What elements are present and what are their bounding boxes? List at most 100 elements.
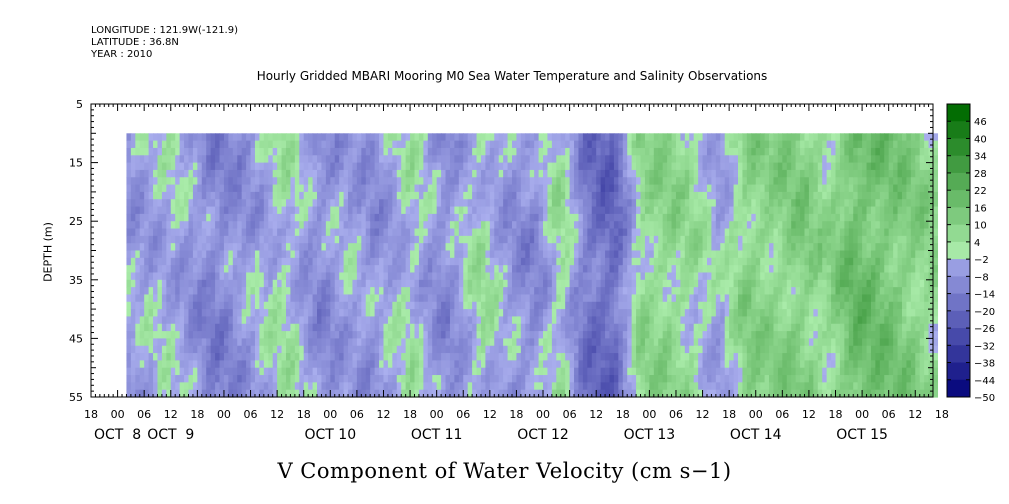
heat-cell <box>387 389 393 398</box>
heat-cell <box>157 389 163 398</box>
heat-cell <box>512 199 518 208</box>
heat-cell <box>206 169 212 178</box>
heat-cell <box>543 184 549 193</box>
heat-cell <box>334 184 340 193</box>
heat-cell <box>636 257 642 266</box>
heat-cell <box>148 162 154 171</box>
heat-cell <box>210 228 216 237</box>
heat-cell <box>693 235 699 244</box>
heat-cell <box>458 272 464 281</box>
heat-cell <box>494 177 500 186</box>
heat-cell <box>259 243 265 252</box>
heat-cell <box>480 243 487 252</box>
heat-cell <box>653 272 659 281</box>
heat-cell <box>582 228 588 237</box>
heat-cell <box>201 309 207 318</box>
heat-cell <box>534 235 540 244</box>
heat-cell <box>644 213 650 222</box>
heat-cell <box>627 184 633 193</box>
heat-cell <box>321 213 327 222</box>
heat-cell <box>179 294 185 303</box>
heat-cell <box>485 133 491 142</box>
heat-cell <box>449 382 455 391</box>
heat-cell <box>410 367 416 376</box>
heat-cell <box>317 257 323 266</box>
heat-cell <box>715 338 721 347</box>
heat-cell <box>201 250 207 259</box>
heat-cell <box>197 360 203 369</box>
heat-cell <box>356 250 362 259</box>
heat-cell <box>671 316 677 325</box>
heat-cell <box>644 316 650 325</box>
heat-cell <box>569 199 575 208</box>
heat-cell <box>339 257 345 266</box>
heat-cell <box>587 191 593 200</box>
heat-cell <box>445 184 451 193</box>
heat-cell <box>480 169 487 178</box>
heat-cell <box>516 177 522 186</box>
heat-cell <box>153 199 159 208</box>
heat-cell <box>653 389 659 398</box>
heat-cell <box>188 162 194 171</box>
heat-cell <box>130 206 136 215</box>
heat-cell <box>396 338 402 347</box>
heat-cell <box>290 243 296 252</box>
heat-cell <box>587 206 593 215</box>
heat-cell <box>317 338 323 347</box>
heat-cell <box>441 162 447 171</box>
heat-cell <box>184 155 190 164</box>
heat-cell <box>640 140 646 149</box>
heat-cell <box>361 257 367 266</box>
heat-cell <box>370 228 376 237</box>
heat-cell <box>711 228 717 237</box>
heat-cell <box>605 235 611 244</box>
heat-cell <box>574 140 580 149</box>
heat-cell <box>268 345 274 354</box>
heat-cell <box>365 279 371 288</box>
heat-cell <box>436 345 442 354</box>
heat-cell <box>215 250 221 259</box>
heat-cell <box>259 338 265 347</box>
heat-cell <box>223 316 229 325</box>
heat-cell <box>627 375 633 383</box>
heat-cell <box>126 323 132 332</box>
heat-cell <box>232 235 238 244</box>
heat-cell <box>144 389 150 398</box>
heat-cell <box>667 257 673 266</box>
heat-cell <box>671 221 677 230</box>
heat-cell <box>640 206 646 215</box>
heat-cell <box>591 279 597 288</box>
heat-cell <box>321 287 327 296</box>
heat-cell <box>299 375 305 383</box>
year-label: YEAR : 2010 <box>91 49 153 60</box>
heat-cell <box>268 184 274 193</box>
heat-cell <box>219 316 225 325</box>
heat-cell <box>560 323 566 332</box>
heat-cell <box>574 221 580 230</box>
heat-cell <box>250 184 256 193</box>
heat-cell <box>348 345 354 354</box>
heat-cell <box>556 353 562 361</box>
heat-cell <box>720 228 726 237</box>
heat-cell <box>135 140 141 149</box>
heat-cell <box>516 250 522 259</box>
heat-cell <box>166 323 172 332</box>
heat-cell <box>587 323 593 332</box>
heat-cell <box>356 228 362 237</box>
heat-cell <box>228 301 234 310</box>
heat-cell <box>325 199 331 208</box>
heat-cell <box>512 140 518 149</box>
heat-cell <box>551 272 557 281</box>
heat-cell <box>472 331 478 339</box>
heat-cell <box>352 184 358 193</box>
heat-cell <box>290 375 296 383</box>
heat-cell <box>166 265 172 274</box>
heat-cell <box>458 177 464 186</box>
heat-cell <box>285 323 292 332</box>
heat-cell <box>325 228 331 237</box>
heat-cell <box>574 235 580 244</box>
heat-cell <box>206 250 212 259</box>
heat-cell <box>627 316 633 325</box>
heat-cell <box>587 184 593 193</box>
heat-cell <box>423 169 429 178</box>
